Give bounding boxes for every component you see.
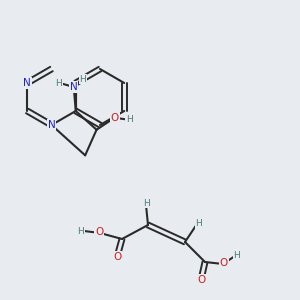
- Text: H: H: [78, 226, 84, 236]
- Text: H: H: [234, 251, 240, 260]
- Text: H: H: [196, 220, 202, 229]
- Text: O: O: [113, 252, 121, 262]
- Text: O: O: [110, 113, 119, 123]
- Text: N: N: [70, 82, 78, 92]
- Text: H: H: [126, 115, 133, 124]
- Text: O: O: [197, 275, 205, 285]
- Text: O: O: [220, 258, 228, 268]
- Text: O: O: [95, 227, 103, 237]
- Text: H: H: [142, 199, 149, 208]
- Text: N: N: [23, 78, 31, 88]
- Text: N: N: [48, 120, 56, 130]
- Text: H: H: [80, 74, 86, 83]
- Text: H: H: [56, 79, 62, 88]
